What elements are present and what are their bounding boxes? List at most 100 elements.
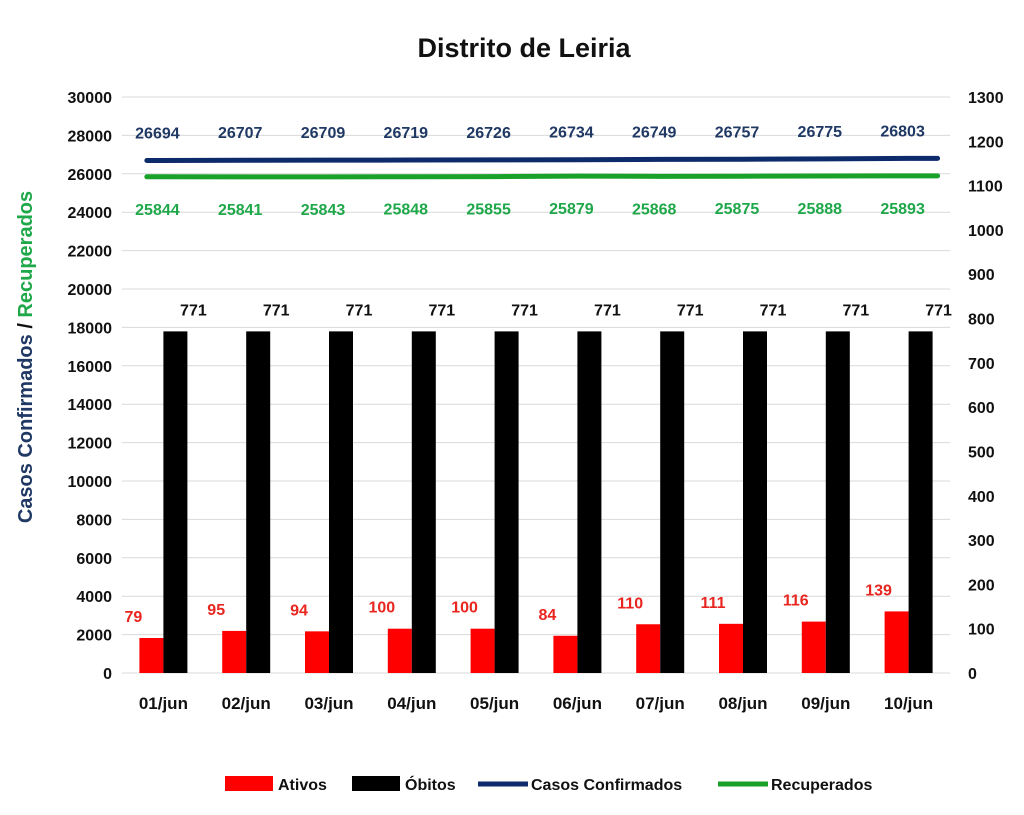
y-left-tick: 8000 (76, 512, 112, 529)
y-left-tick: 24000 (68, 205, 113, 222)
bar-ativos (139, 637, 164, 673)
y-right-tick: 0 (968, 666, 977, 683)
bar-ativos (387, 628, 412, 673)
data-label: 25843 (301, 202, 346, 219)
data-label: 95 (207, 602, 225, 619)
y-left-tick: 26000 (68, 167, 113, 184)
y-left-tick: 28000 (68, 128, 113, 145)
x-tick: 04/jun (387, 694, 436, 713)
bar-ativos (801, 621, 826, 673)
x-axis-ticks: 01/jun 02/jun 03/jun 04/jun 05/jun 06/jun 07/j… (139, 694, 933, 713)
data-label: 94 (290, 602, 308, 619)
data-label: 25868 (632, 201, 677, 218)
bar-ativos (719, 623, 743, 673)
bar-ativos (470, 628, 495, 673)
data-label: 771 (594, 302, 621, 319)
data-label: 771 (428, 302, 455, 319)
series-lines (144, 155, 941, 180)
bars (139, 331, 933, 673)
legend: Ativos Óbitos Casos Confirmados Recuperados (225, 775, 872, 794)
y-left-tick: 18000 (68, 320, 113, 337)
data-label: 110 (617, 595, 643, 612)
data-label: 25893 (880, 201, 925, 218)
data-label: 26803 (880, 123, 925, 140)
y-axis-label-recuperados: Recuperados (15, 191, 37, 318)
y-right-tick: 100 (968, 622, 995, 639)
data-label: 26757 (715, 124, 760, 141)
data-label: 771 (263, 302, 290, 319)
bar-bitos (743, 331, 767, 673)
x-tick: 02/jun (222, 694, 271, 713)
data-label: 26707 (218, 125, 263, 142)
y-left-tick: 22000 (68, 244, 113, 261)
y-left-tick: 6000 (76, 551, 112, 568)
data-label: 25841 (218, 202, 263, 219)
data-label: 26749 (632, 124, 677, 141)
bar-bitos (246, 331, 271, 673)
data-label: 26726 (466, 125, 511, 142)
y-left-tick: 12000 (68, 436, 113, 453)
bar-bitos (825, 331, 850, 673)
bar-bitos (163, 331, 188, 673)
bar-bitos (660, 331, 685, 673)
y-axis-label-confirmados: Casos Confirmados (15, 334, 37, 523)
data-label: 100 (368, 600, 395, 617)
x-tick: 08/jun (718, 694, 767, 713)
y-axis-label-left: Casos Confirmados / Recuperados (15, 191, 37, 523)
x-tick: 05/jun (470, 694, 519, 713)
data-label: 25875 (715, 201, 760, 218)
bar-bitos (329, 331, 353, 673)
x-tick: 07/jun (636, 694, 685, 713)
legend-label: Recuperados (771, 777, 872, 794)
x-tick: 01/jun (139, 694, 188, 713)
data-label: 79 (125, 609, 143, 626)
data-label: 771 (925, 302, 952, 319)
y-left-tick: 2000 (76, 628, 112, 645)
data-label: 111 (701, 595, 726, 612)
line-recuperados (144, 173, 941, 180)
y-right-tick: 200 (968, 577, 995, 594)
y-left-tick: 16000 (68, 359, 113, 376)
y-left-tick: 30000 (68, 90, 113, 107)
y-right-tick: 300 (968, 533, 995, 550)
chart-title: Distrito de Leiria (417, 33, 631, 63)
bar-ativos (305, 631, 329, 673)
data-label: 25844 (135, 202, 180, 219)
y-right-tick: 800 (968, 312, 995, 329)
bar-bitos (411, 331, 436, 673)
data-label: 771 (346, 302, 373, 319)
data-label: 26709 (301, 125, 346, 142)
left-axis-ticks: 0 2000 4000 6000 8000 10000 12000 14000 16000 180… (68, 90, 113, 683)
bar-bitos (494, 331, 519, 673)
y-right-tick: 500 (968, 444, 995, 461)
legend-label: Casos Confirmados (531, 777, 682, 794)
x-tick: 10/jun (884, 694, 933, 713)
data-labels: 79 95 94 100 100 84 110 111 116 139 771 771 771 771 77… (125, 123, 953, 626)
data-label: 25848 (384, 202, 429, 219)
x-tick: 03/jun (304, 694, 353, 713)
y-right-tick: 1100 (968, 179, 1003, 196)
y-left-tick: 0 (103, 666, 112, 683)
data-label: 139 (865, 582, 892, 599)
legend-label: Óbitos (405, 775, 456, 794)
x-tick: 09/jun (801, 694, 850, 713)
data-label: 116 (783, 593, 809, 610)
y-left-tick: 14000 (68, 397, 113, 414)
legend-swatch (352, 776, 400, 791)
y-left-tick: 4000 (76, 589, 112, 606)
data-label: 100 (451, 600, 478, 617)
y-right-tick: 700 (968, 356, 995, 373)
data-label: 26719 (384, 125, 429, 142)
data-label: 771 (180, 302, 207, 319)
y-left-tick: 10000 (68, 474, 113, 491)
y-right-tick: 1200 (968, 134, 1004, 151)
data-label: 84 (539, 607, 557, 624)
bar-ativos (553, 635, 578, 673)
data-label: 25879 (549, 201, 594, 218)
y-right-tick: 1300 (968, 90, 1004, 107)
legend-swatch (225, 776, 273, 791)
bar-ativos (636, 624, 661, 673)
data-label: 771 (511, 302, 538, 319)
y-right-tick: 400 (968, 489, 995, 506)
